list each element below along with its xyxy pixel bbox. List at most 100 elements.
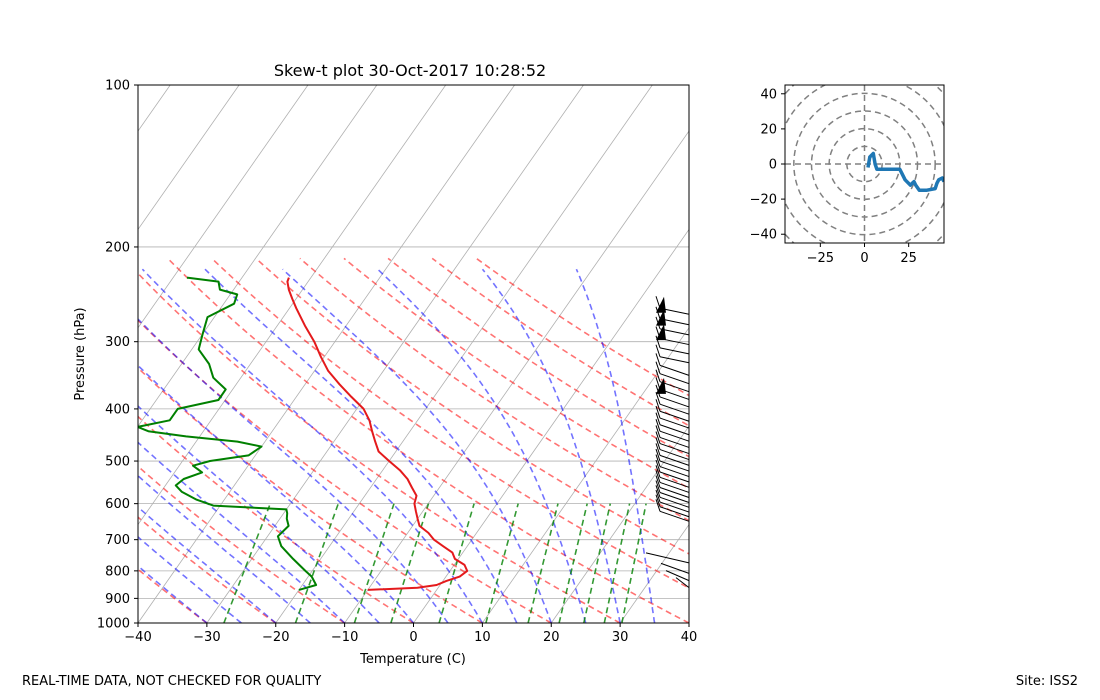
mixing-ratio-line — [390, 503, 430, 623]
x-tick-label: 40 — [681, 630, 698, 645]
wind-barb — [655, 465, 690, 488]
dewpoint-trace — [138, 276, 318, 591]
chart-title: Skew-t plot 30-Oct-2017 10:28:52 — [274, 61, 546, 80]
mixing-ratio-line — [603, 503, 631, 623]
wind-barb — [665, 570, 690, 582]
dry-adiabat — [138, 568, 208, 623]
mixing-ratio-line — [294, 503, 340, 623]
temperature-trace — [286, 277, 469, 591]
dry-adiabat — [138, 319, 552, 623]
moist-adiabat — [377, 268, 587, 623]
dry-adiabat — [138, 272, 621, 623]
wind-barb — [655, 459, 690, 483]
wind-barb — [655, 412, 690, 436]
hodograph-trace — [866, 151, 944, 193]
isotherm-line — [413, 228, 689, 623]
wind-barb — [655, 361, 690, 385]
isotherm-line — [138, 85, 515, 623]
wind-barb — [655, 448, 690, 472]
dry-adiabat — [138, 415, 414, 623]
x-tick-label: 0 — [409, 630, 417, 645]
mixing-ratio-line — [438, 503, 475, 623]
moist-adiabat — [141, 268, 484, 623]
wind-barb — [655, 353, 690, 376]
dry-adiabat — [211, 257, 689, 589]
mixing-ratio-line — [583, 503, 612, 623]
isotherm-line — [138, 85, 309, 329]
isotherm-line — [138, 85, 240, 231]
moist-adiabat — [282, 268, 553, 623]
y-tick-label: 100 — [105, 79, 130, 94]
dry-adiabat — [167, 257, 689, 623]
hodograph-y-tick-label: −40 — [750, 228, 777, 243]
isotherm-line — [206, 85, 584, 623]
hodograph-trace-line — [866, 151, 944, 193]
moist-adiabat — [138, 317, 449, 623]
mixing-ratio-line — [527, 503, 559, 623]
y-tick-label: 200 — [105, 240, 130, 255]
hodograph-x-tick-label: 0 — [860, 251, 868, 266]
y-tick-label: 800 — [105, 564, 130, 579]
isotherm-line — [482, 327, 689, 623]
x-tick-label: 30 — [612, 630, 629, 645]
wind-barb — [655, 480, 690, 503]
moist-adiabat — [138, 404, 380, 623]
x-tick-label: −10 — [331, 630, 358, 645]
axis-ticks: −40 −30 −20 −10 0 10 20 30 40 100 200 300 400 500 600 7… — [97, 79, 697, 646]
wind-barb — [655, 425, 690, 448]
wind-barb — [655, 419, 690, 442]
wind-barb-pennant — [656, 296, 666, 313]
dry-adiabat — [387, 257, 689, 458]
moist-adiabat — [204, 268, 518, 623]
hodograph-y-tick-label: −20 — [750, 193, 777, 208]
hodograph-y-tick-label: 40 — [760, 87, 777, 102]
background-lines — [138, 85, 689, 623]
wind-barb-pennant — [656, 324, 666, 341]
hodograph-x-tick-label: 25 — [900, 251, 917, 266]
wind-barb — [655, 443, 690, 466]
hodograph-y-tick-label: 20 — [760, 122, 777, 137]
profile-series — [138, 276, 469, 591]
isotherm-line — [344, 130, 689, 623]
x-tick-label: 20 — [543, 630, 560, 645]
dry-adiabat — [475, 257, 689, 397]
wind-barb — [655, 489, 690, 513]
dry-adiabat — [138, 465, 346, 623]
wind-barbs — [645, 296, 690, 589]
skew-t-chart: Skew-t plot 30-Oct-2017 10:28:52 −40 −30−… — [73, 61, 697, 667]
y-tick-label: 1000 — [97, 617, 130, 632]
dry-adiabat — [299, 257, 689, 522]
hodograph-ticks: −25 0 25 40 20 0 −20 −40 — [750, 87, 917, 266]
x-tick-label: 10 — [474, 630, 491, 645]
isotherm-line — [138, 85, 378, 427]
wind-barb — [655, 475, 690, 498]
y-tick-label: 400 — [105, 402, 130, 417]
hodograph-chart: −25 0 25 40 20 0 −20 −40 — [750, 84, 945, 266]
wind-barb-pennant — [656, 377, 666, 394]
mixing-ratio-line — [621, 503, 647, 623]
isotherm-line — [138, 85, 447, 526]
wind-barb — [655, 454, 690, 478]
wind-barb — [655, 369, 690, 393]
wind-barb — [655, 399, 690, 422]
y-tick-label: 900 — [105, 592, 130, 607]
wind-barb — [655, 335, 690, 355]
hodograph-rings — [785, 85, 944, 243]
dry-adiabat — [343, 257, 689, 490]
hodograph-x-tick-label: −25 — [807, 251, 834, 266]
isotherm-line — [275, 85, 653, 623]
wind-barb — [660, 562, 690, 574]
moist-adiabat — [138, 535, 242, 623]
wind-barb — [655, 470, 690, 493]
wind-barb — [655, 485, 690, 508]
moist-adiabat — [138, 441, 346, 623]
isotherm-line — [619, 523, 689, 623]
wind-barb-pennant — [656, 309, 666, 326]
site-label: Site: ISS2 — [1015, 674, 1078, 689]
wind-barb — [655, 405, 690, 429]
mixing-ratio-line — [223, 503, 272, 623]
y-tick-label: 600 — [105, 497, 130, 512]
isotherm-line — [550, 425, 689, 623]
wind-barb — [655, 344, 690, 364]
